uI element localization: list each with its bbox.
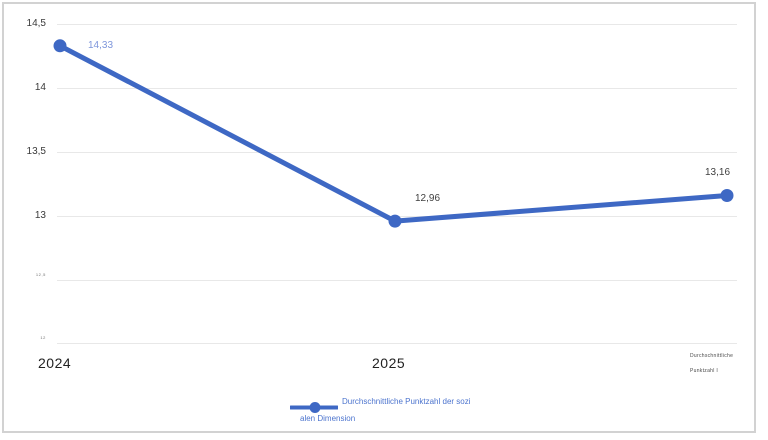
legend-label-line2: alen Dimension [300,414,356,423]
y-tick-13-5: 13,5 [26,146,46,157]
gridline-14 [57,88,737,89]
data-label-right: 13,16 [705,167,731,178]
x-right-caption-line1: Durchschnittliche [690,353,734,359]
legend-label-line1: Durchschnittliche Punktzahl der sozi [342,397,471,406]
gridline-13-5 [57,152,737,153]
data-label-2025: 12,96 [415,193,441,204]
x-tick-2024: 2024 [38,355,72,371]
data-label-2024: 14,33 [88,40,114,51]
gridline-12-5 [57,280,737,281]
y-tick-12-5: 12,5 [35,272,46,277]
gridline-14-5 [57,24,737,25]
gridline-13 [57,216,737,217]
y-tick-14: 14 [34,82,46,93]
y-tick-13: 13 [34,210,46,221]
gridline-12 [57,343,737,344]
x-tick-2025: 2025 [372,355,406,371]
y-tick-14-5: 14,5 [26,18,46,29]
y-tick-12: 12 [40,335,46,340]
legend-line-dot-icon [290,402,338,413]
x-right-caption-line2: Punktzahl I [690,368,719,374]
